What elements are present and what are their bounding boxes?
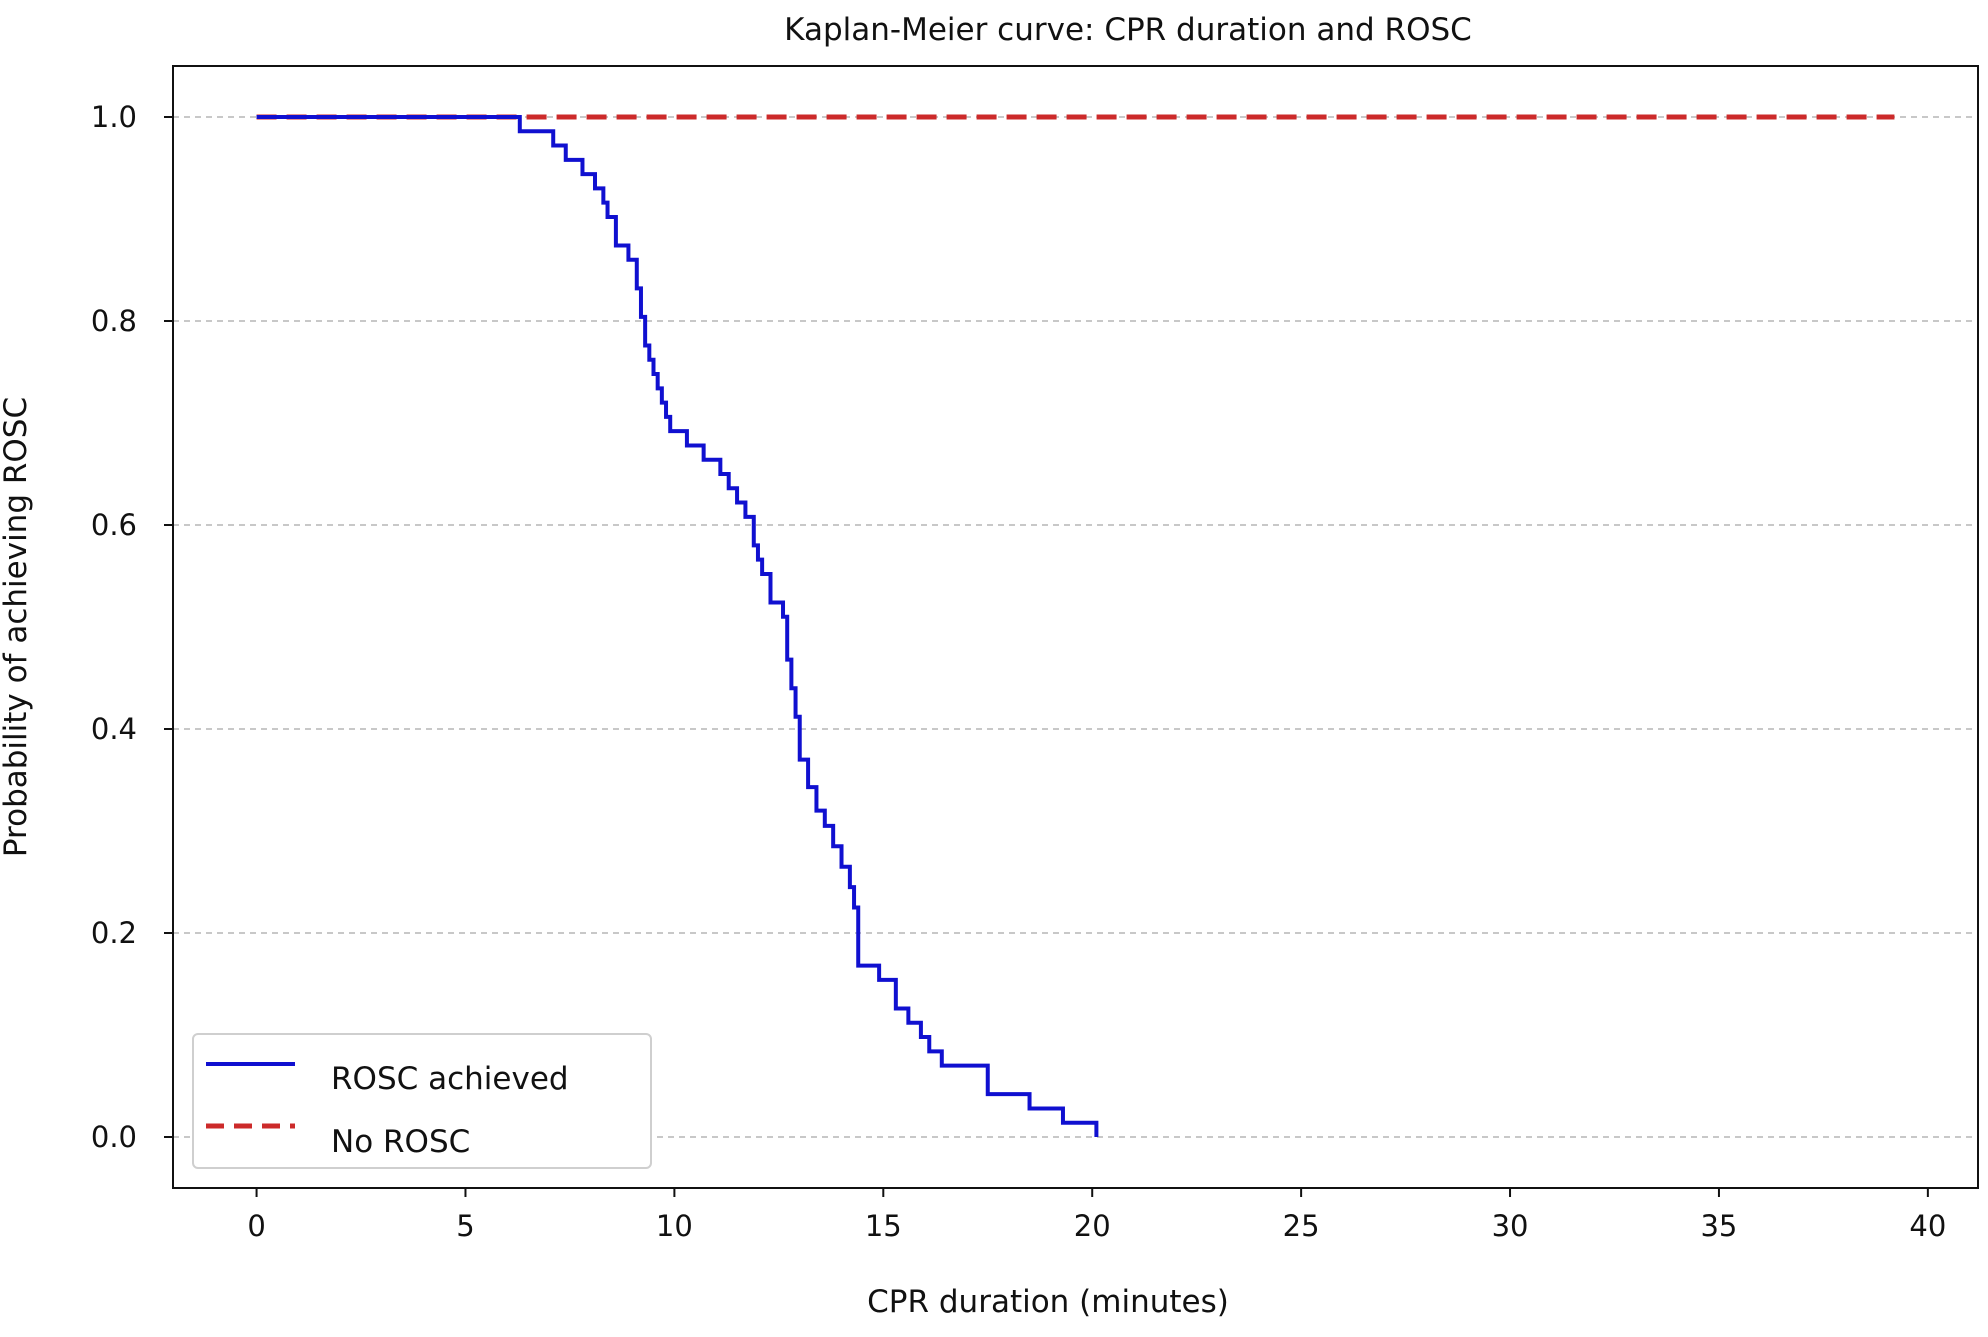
series-line-rosc-achieved (256, 115, 1099, 1137)
gridlines (173, 116, 1978, 1138)
legend-box (192, 1033, 652, 1169)
x-tick-label: 0 (247, 1209, 265, 1243)
y-tick-label: 0.6 (91, 508, 137, 542)
x-tick-label: 10 (656, 1209, 693, 1243)
legend-label-no-rosc: No ROSC (331, 1124, 470, 1160)
x-tick-label: 20 (1074, 1209, 1111, 1243)
chart-title: Kaplan-Meier curve: CPR duration and ROS… (784, 12, 1472, 48)
y-tick-label: 0.8 (91, 304, 137, 338)
plot-area-frame (172, 65, 1979, 1189)
series-group (256, 114, 1895, 1137)
y-axis-ticks: 0.0 0.2 0.4 0.6 0.8 1.0 (91, 100, 173, 1154)
legend: ROSC achieved No ROSC (192, 1033, 652, 1169)
x-tick-label: 5 (456, 1209, 474, 1243)
y-tick-label: 0.0 (91, 1120, 137, 1154)
y-tick-label: 1.0 (91, 100, 137, 134)
y-tick-label: 0.4 (91, 712, 137, 746)
x-tick-label: 15 (865, 1209, 902, 1243)
x-tick-label: 30 (1492, 1209, 1529, 1243)
legend-label-rosc-achieved: ROSC achieved (331, 1061, 569, 1097)
y-tick-label: 0.2 (91, 916, 137, 950)
x-tick-label: 35 (1700, 1209, 1737, 1243)
x-axis-label: CPR duration (minutes) (867, 1284, 1229, 1320)
x-tick-label: 40 (1909, 1209, 1946, 1243)
x-tick-label: 25 (1283, 1209, 1320, 1243)
x-axis-ticks: 0 5 10 15 20 25 30 35 40 (247, 1188, 1946, 1243)
y-axis-label: Probability of achieving ROSC (0, 397, 34, 857)
